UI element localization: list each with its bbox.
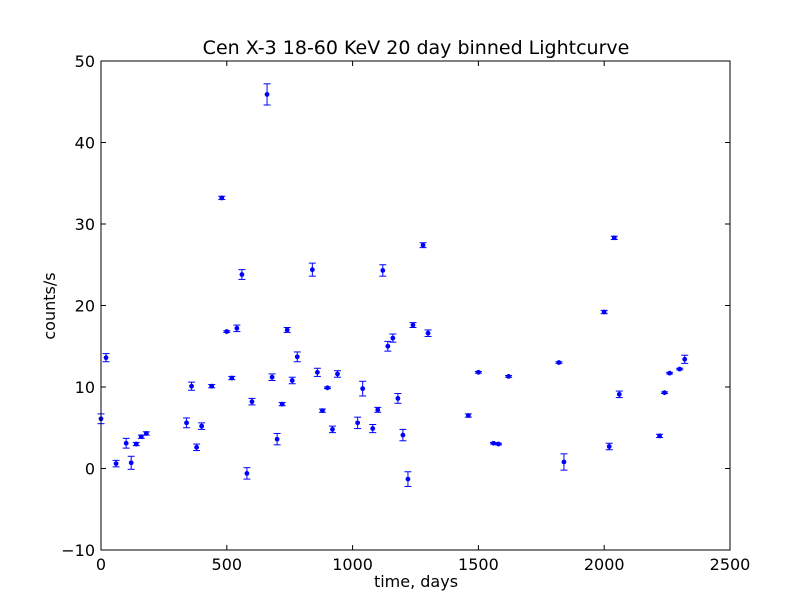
- data-point: [320, 408, 325, 414]
- data-point: [269, 374, 275, 380]
- x-tick-label: 1500: [458, 555, 499, 574]
- data-point: [420, 242, 426, 248]
- y-tick-label: 10: [75, 378, 95, 397]
- x-tick-label: 2000: [584, 555, 625, 574]
- data-point: [199, 423, 205, 429]
- data-point: [128, 460, 134, 466]
- data-point: [294, 354, 300, 360]
- data-point: [330, 426, 335, 432]
- data-point: [143, 431, 149, 436]
- data-point: [657, 433, 662, 439]
- data-point: [335, 371, 340, 377]
- data-point: [249, 399, 255, 405]
- data-point: [355, 420, 361, 426]
- data-point: [390, 335, 396, 341]
- data-point: [370, 426, 376, 431]
- x-tick-label: 0: [96, 555, 106, 574]
- data-point: [123, 440, 129, 446]
- x-tick-label: 2500: [710, 555, 751, 574]
- data-point: [662, 390, 667, 396]
- data-point: [476, 369, 481, 375]
- data-point: [611, 235, 617, 241]
- data-point: [309, 267, 315, 273]
- plot-frame: [100, 60, 731, 551]
- data-point: [103, 355, 109, 361]
- data-point: [395, 396, 401, 401]
- data-point: [274, 436, 280, 442]
- data-point: [385, 343, 391, 349]
- y-tick-label: 30: [75, 215, 95, 234]
- data-point: [360, 386, 366, 392]
- data-point: [239, 272, 245, 277]
- data-point: [496, 441, 501, 447]
- y-axis-label: counts/s: [40, 272, 59, 339]
- data-point: [325, 385, 330, 391]
- data-point: [194, 444, 200, 450]
- y-tick-label: 20: [75, 297, 95, 316]
- data-point: [667, 370, 673, 376]
- data-point: [606, 444, 612, 449]
- x-tick-label: 500: [212, 555, 243, 574]
- data-point: [556, 360, 562, 365]
- data-point: [209, 383, 215, 389]
- data-point: [491, 440, 496, 446]
- y-tick-label: −10: [61, 541, 95, 560]
- data-point: [138, 434, 144, 440]
- data-point: [219, 195, 225, 201]
- data-point: [264, 92, 270, 97]
- data-point: [425, 330, 431, 336]
- data-point: [375, 407, 381, 413]
- data-point: [224, 329, 230, 334]
- data-point: [289, 378, 295, 383]
- data-point: [380, 268, 386, 273]
- data-point: [244, 470, 250, 476]
- data-point: [601, 309, 607, 315]
- data-point: [133, 441, 139, 447]
- data-point: [677, 366, 683, 372]
- data-point: [234, 325, 240, 331]
- x-tick-label: 1000: [332, 555, 373, 574]
- data-marks: [97, 83, 689, 487]
- data-point: [314, 369, 320, 375]
- data-point: [405, 476, 411, 482]
- data-point: [682, 356, 688, 362]
- data-point: [284, 327, 290, 333]
- x-axis-label: time, days: [374, 572, 458, 591]
- data-point: [616, 391, 622, 397]
- data-point: [410, 322, 416, 328]
- y-tick-label: 50: [75, 52, 95, 71]
- data-point: [279, 401, 285, 407]
- data-point: [184, 420, 189, 426]
- y-tick-label: 40: [75, 134, 95, 153]
- data-point: [189, 383, 194, 389]
- y-tick-label: 0: [85, 460, 95, 479]
- data-point: [561, 459, 567, 465]
- data-point: [506, 374, 511, 379]
- data-point: [465, 413, 471, 418]
- data-point: [400, 432, 406, 438]
- data-point: [229, 375, 235, 381]
- data-point: [113, 461, 119, 467]
- chart-title: Cen X-3 18-60 KeV 20 day binned Lightcur…: [203, 37, 630, 59]
